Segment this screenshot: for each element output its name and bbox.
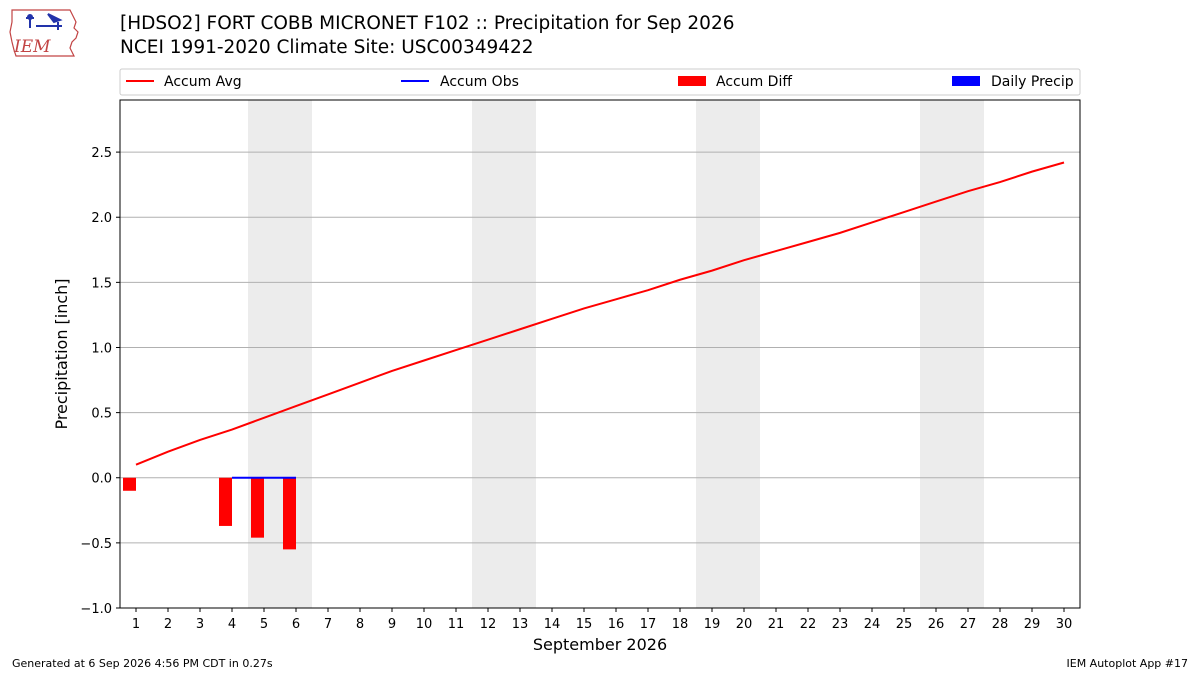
legend: Accum Avg Accum Obs Accum Diff Daily Pre… xyxy=(119,68,1081,96)
x-tick-label: 4 xyxy=(228,617,236,632)
title-line-2: NCEI 1991-2020 Climate Site: USC00349422 xyxy=(120,37,534,58)
x-tick-label: 2 xyxy=(164,617,172,632)
legend-label-accum-avg: Accum Avg xyxy=(164,74,242,90)
x-tick-label: 27 xyxy=(960,617,977,632)
x-axis: 1 2 3 4 5 6 7 8 9 10 11 12 13 14 15 16 17 18 19 20 21 22 23 24 2… xyxy=(132,608,1072,632)
legend-swatch-accum-diff xyxy=(678,76,706,86)
y-tick-label: 0.0 xyxy=(91,472,112,487)
x-tick-label: 23 xyxy=(832,617,849,632)
x-tick-label: 5 xyxy=(260,617,268,632)
y-tick-label: 2.0 xyxy=(91,211,112,226)
legend-swatch-daily-precip xyxy=(952,76,980,86)
x-tick-label: 9 xyxy=(388,617,396,632)
y-tick-label: 1.0 xyxy=(91,341,112,356)
x-tick-label: 29 xyxy=(1024,617,1041,632)
x-tick-label: 21 xyxy=(768,617,785,632)
x-tick-label: 19 xyxy=(704,617,721,632)
chart-title: [HDSO2] FORT COBB MICRONET F102 :: Preci… xyxy=(120,12,734,60)
y-tick-label: 2.5 xyxy=(91,146,112,161)
x-tick-label: 8 xyxy=(356,617,364,632)
weekend-band xyxy=(472,100,536,608)
accum-diff-bar xyxy=(251,477,264,538)
accum-diff-bars xyxy=(123,477,296,550)
y-tick-label: 0.5 xyxy=(91,407,112,422)
legend-label-daily-precip: Daily Precip xyxy=(991,74,1074,90)
y-tick-label: −1.0 xyxy=(80,602,112,617)
weekend-band xyxy=(696,100,760,608)
weekend-bands xyxy=(248,100,984,608)
x-tick-label: 18 xyxy=(672,617,689,632)
x-axis-label: September 2026 xyxy=(533,635,667,654)
accum-avg-line xyxy=(135,161,1065,466)
x-tick-label: 12 xyxy=(480,617,497,632)
accum-diff-bar xyxy=(123,477,136,491)
iem-logo: IEM xyxy=(9,9,79,57)
weather-station-icon xyxy=(26,13,63,30)
accum-diff-bar xyxy=(219,477,232,526)
x-tick-label: 1 xyxy=(132,617,140,632)
x-tick-label: 14 xyxy=(544,617,561,632)
x-tick-label: 6 xyxy=(292,617,300,632)
x-tick-label: 30 xyxy=(1056,617,1073,632)
y-axis: −1.0 −0.5 0.0 0.5 1.0 1.5 2.0 2.5 xyxy=(80,146,120,617)
plot-frame xyxy=(119,99,1081,609)
x-tick-label: 7 xyxy=(324,617,332,632)
x-tick-label: 25 xyxy=(896,617,913,632)
x-tick-label: 22 xyxy=(800,617,817,632)
logo-text: IEM xyxy=(13,37,51,57)
series-lines xyxy=(135,161,1065,479)
x-tick-label: 26 xyxy=(928,617,945,632)
legend-label-accum-diff: Accum Diff xyxy=(716,74,792,90)
accum-diff-bar xyxy=(283,477,296,550)
footer-generated-text: Generated at 6 Sep 2026 4:56 PM CDT in 0… xyxy=(12,657,273,670)
legend-frame xyxy=(119,68,1081,96)
x-tick-label: 11 xyxy=(448,617,465,632)
weekend-band xyxy=(920,100,984,608)
title-line-1: [HDSO2] FORT COBB MICRONET F102 :: Preci… xyxy=(120,13,735,34)
footer-app-text: IEM Autoplot App #17 xyxy=(1066,657,1189,670)
x-tick-label: 3 xyxy=(196,617,204,632)
x-tick-label: 24 xyxy=(864,617,881,632)
iowa-state-outline xyxy=(9,9,79,57)
x-tick-label: 16 xyxy=(608,617,625,632)
y-axis-label: Precipitation [inch] xyxy=(52,278,71,429)
x-tick-label: 10 xyxy=(416,617,433,632)
y-tick-label: 1.5 xyxy=(91,276,112,291)
x-tick-label: 28 xyxy=(992,617,1009,632)
legend-label-accum-obs: Accum Obs xyxy=(440,74,519,90)
y-tick-label: −0.5 xyxy=(80,537,112,552)
x-tick-label: 17 xyxy=(640,617,657,632)
x-tick-label: 20 xyxy=(736,617,753,632)
x-tick-label: 15 xyxy=(576,617,593,632)
x-tick-label: 13 xyxy=(512,617,529,632)
